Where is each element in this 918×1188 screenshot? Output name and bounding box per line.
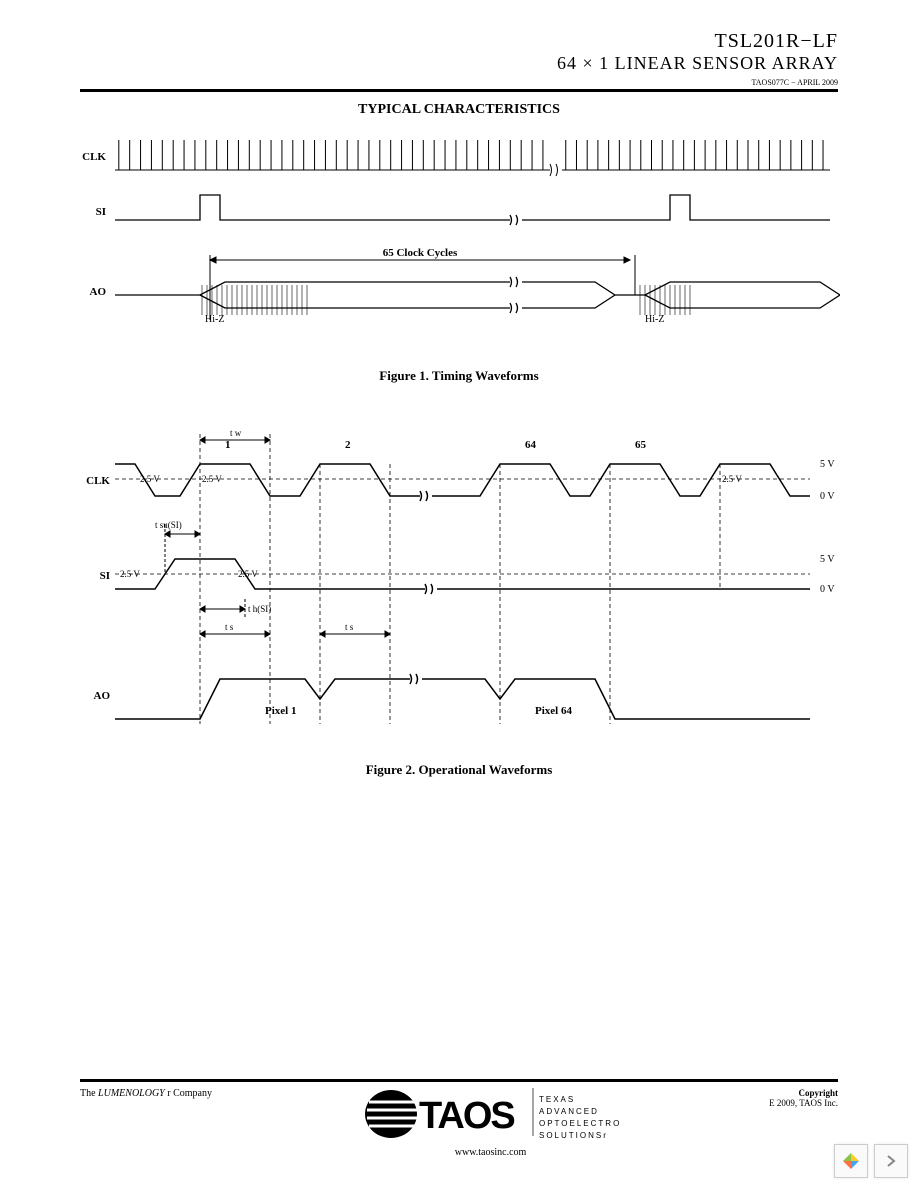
svg-text:OPTOELECTRONIC: OPTOELECTRONIC: [539, 1119, 621, 1128]
footer-logo-block: TAOS TEXAS ADVANCED OPTOELECTRONIC SOLUT…: [361, 1084, 621, 1158]
header-rule: [80, 89, 838, 92]
svg-text:1: 1: [225, 439, 231, 451]
svg-text:2.5 V: 2.5 V: [120, 569, 140, 579]
svg-text:Pixel 64: Pixel 64: [535, 705, 572, 717]
svg-text:64: 64: [525, 439, 537, 451]
footer-url: www.taosinc.com: [361, 1147, 621, 1158]
svg-text:CLK: CLK: [86, 475, 110, 487]
svg-text:0 V: 0 V: [820, 584, 835, 595]
svg-text:65: 65: [635, 439, 647, 451]
part-number: TSL201R−LF: [80, 30, 838, 53]
svg-text:t h(SI): t h(SI): [248, 604, 271, 614]
svg-text:2.5 V: 2.5 V: [140, 474, 160, 484]
svg-text:t w: t w: [230, 428, 242, 438]
hiz-label-right: Hi-Z: [645, 314, 664, 325]
svg-text:5 V: 5 V: [820, 459, 835, 470]
svg-text:SI: SI: [100, 570, 110, 582]
svg-text:TEXAS: TEXAS: [539, 1095, 575, 1104]
figure-1-caption: Figure 1. Timing Waveforms: [80, 368, 838, 384]
footer-rule: [80, 1079, 838, 1082]
svg-text:2.5 V: 2.5 V: [202, 474, 222, 484]
svg-text:t s: t s: [225, 622, 234, 632]
hiz-label-left: Hi-Z: [205, 314, 224, 325]
svg-text:t su(SI): t su(SI): [155, 520, 182, 530]
svg-text:TAOS: TAOS: [419, 1095, 514, 1137]
svg-text:ADVANCED: ADVANCED: [539, 1107, 599, 1116]
viewer-next-icon[interactable]: [874, 1144, 908, 1178]
svg-text:t s: t s: [345, 622, 354, 632]
svg-text:2.5 V: 2.5 V: [238, 569, 258, 579]
svg-text:AO: AO: [94, 690, 111, 702]
figure-2-operational-waveforms: CLK 5 V 0 V 2.5 V 2.5 V 2.5 V 1 2 64 65: [80, 424, 838, 778]
part-subtitle: 64 × 1 LINEAR SENSOR ARRAY: [80, 53, 838, 74]
svg-text:SOLUTIONSr: SOLUTIONSr: [539, 1131, 608, 1140]
svg-text:Pixel 1: Pixel 1: [265, 705, 296, 717]
svg-text:2.5 V: 2.5 V: [722, 474, 742, 484]
taos-logo: TAOS TEXAS ADVANCED OPTOELECTRONIC SOLUT…: [361, 1084, 621, 1144]
footer-tagline: The LUMENOLOGY r Company: [80, 1088, 212, 1099]
svg-text:0 V: 0 V: [820, 491, 835, 502]
cycles-label: 65 Clock Cycles: [383, 247, 458, 259]
figure-2-caption: Figure 2. Operational Waveforms: [80, 762, 838, 778]
svg-text:2: 2: [345, 439, 351, 451]
section-title: TYPICAL CHARACTERISTICS: [80, 102, 838, 118]
footer-copyright: Copyright E 2009, TAOS Inc.: [769, 1088, 838, 1108]
viewer-logo-icon[interactable]: [834, 1144, 868, 1178]
clk-label: CLK: [82, 151, 106, 163]
figure-1-timing-waveforms: CLK SI AO 65 Clock Cycles: [80, 130, 838, 384]
viewer-corner-widget: [834, 1144, 908, 1178]
page-footer: The LUMENOLOGY r Company TAOS TEXAS ADVA…: [0, 1079, 918, 1158]
ao-label: AO: [90, 286, 107, 298]
si-label: SI: [96, 206, 106, 218]
doc-revision: TAOS077C − APRIL 2009: [80, 78, 838, 87]
svg-text:5 V: 5 V: [820, 554, 835, 565]
